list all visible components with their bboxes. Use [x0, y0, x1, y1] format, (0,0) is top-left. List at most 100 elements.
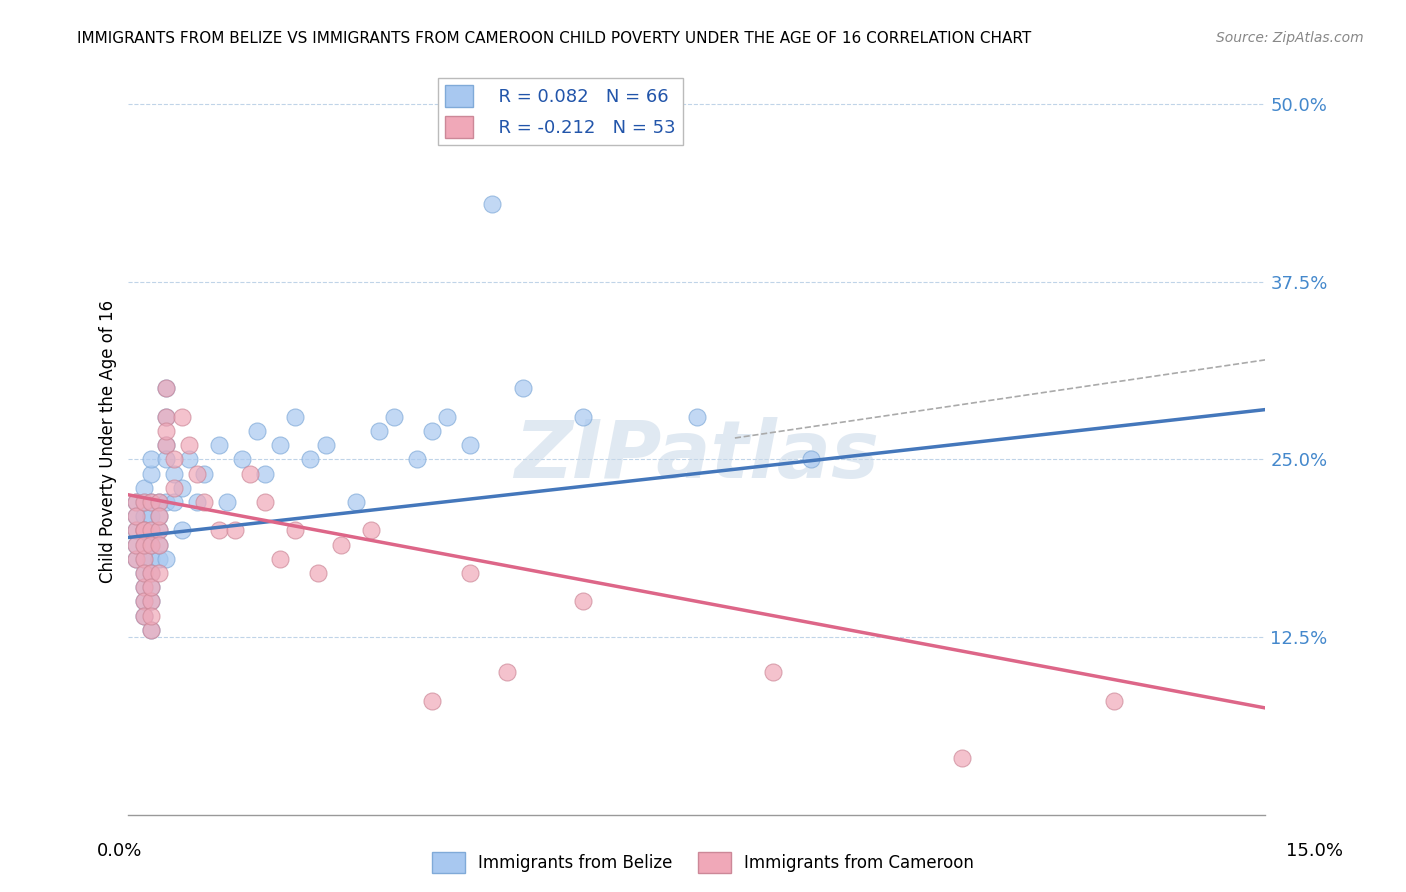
Point	[800, 452, 823, 467]
Point	[163, 481, 186, 495]
Point	[155, 452, 177, 467]
Point	[141, 524, 163, 538]
Point	[179, 452, 201, 467]
Point	[132, 594, 155, 608]
Point	[436, 409, 458, 424]
Point	[141, 580, 163, 594]
Point	[132, 580, 155, 594]
Point	[132, 509, 155, 524]
Point	[170, 524, 193, 538]
Point	[950, 750, 973, 764]
Point	[382, 409, 405, 424]
Point	[125, 495, 148, 509]
Legend: Immigrants from Belize, Immigrants from Cameroon: Immigrants from Belize, Immigrants from …	[425, 846, 981, 880]
Point	[155, 409, 177, 424]
Point	[155, 381, 177, 395]
Point	[163, 452, 186, 467]
Point	[125, 509, 148, 524]
Text: Source: ZipAtlas.com: Source: ZipAtlas.com	[1216, 31, 1364, 45]
Point	[141, 566, 163, 580]
Point	[125, 495, 148, 509]
Point	[572, 594, 595, 608]
Point	[148, 509, 170, 524]
Point	[148, 524, 170, 538]
Point	[148, 537, 170, 551]
Text: ZIPatlas: ZIPatlas	[515, 417, 880, 495]
Point	[231, 452, 253, 467]
Point	[458, 566, 481, 580]
Point	[420, 694, 443, 708]
Point	[208, 524, 231, 538]
Point	[141, 495, 163, 509]
Point	[125, 524, 148, 538]
Point	[148, 524, 170, 538]
Point	[141, 623, 163, 637]
Point	[132, 566, 155, 580]
Point	[170, 481, 193, 495]
Point	[141, 623, 163, 637]
Point	[155, 381, 177, 395]
Point	[253, 495, 276, 509]
Point	[481, 196, 503, 211]
Point	[132, 551, 155, 566]
Point	[186, 495, 208, 509]
Point	[572, 409, 595, 424]
Point	[170, 409, 193, 424]
Point	[125, 524, 148, 538]
Point	[132, 537, 155, 551]
Point	[141, 509, 163, 524]
Point	[141, 524, 163, 538]
Text: 0.0%: 0.0%	[97, 842, 142, 860]
Point	[132, 524, 155, 538]
Point	[141, 537, 163, 551]
Point	[360, 524, 382, 538]
Point	[496, 665, 519, 680]
Point	[284, 524, 307, 538]
Point	[299, 452, 322, 467]
Point	[132, 566, 155, 580]
Point	[141, 495, 163, 509]
Point	[179, 438, 201, 452]
Point	[239, 467, 262, 481]
Point	[420, 424, 443, 438]
Point	[155, 424, 177, 438]
Point	[367, 424, 389, 438]
Point	[148, 495, 170, 509]
Point	[132, 594, 155, 608]
Point	[269, 551, 291, 566]
Point	[132, 524, 155, 538]
Point	[329, 537, 352, 551]
Point	[125, 551, 148, 566]
Y-axis label: Child Poverty Under the Age of 16: Child Poverty Under the Age of 16	[100, 300, 117, 583]
Point	[193, 467, 215, 481]
Point	[155, 551, 177, 566]
Point	[155, 409, 177, 424]
Point	[512, 381, 534, 395]
Point	[193, 495, 215, 509]
Point	[148, 566, 170, 580]
Point	[125, 509, 148, 524]
Point	[132, 495, 155, 509]
Point	[141, 608, 163, 623]
Point	[148, 509, 170, 524]
Point	[224, 524, 246, 538]
Point	[141, 452, 163, 467]
Point	[141, 594, 163, 608]
Point	[148, 551, 170, 566]
Point	[141, 467, 163, 481]
Point	[125, 537, 148, 551]
Point	[132, 524, 155, 538]
Point	[132, 608, 155, 623]
Point	[125, 537, 148, 551]
Legend:   R = 0.082   N = 66,   R = -0.212   N = 53: R = 0.082 N = 66, R = -0.212 N = 53	[439, 78, 683, 145]
Point	[253, 467, 276, 481]
Point	[155, 438, 177, 452]
Point	[186, 467, 208, 481]
Point	[141, 537, 163, 551]
Point	[215, 495, 238, 509]
Point	[315, 438, 337, 452]
Point	[132, 495, 155, 509]
Point	[762, 665, 785, 680]
Point	[344, 495, 367, 509]
Point	[132, 551, 155, 566]
